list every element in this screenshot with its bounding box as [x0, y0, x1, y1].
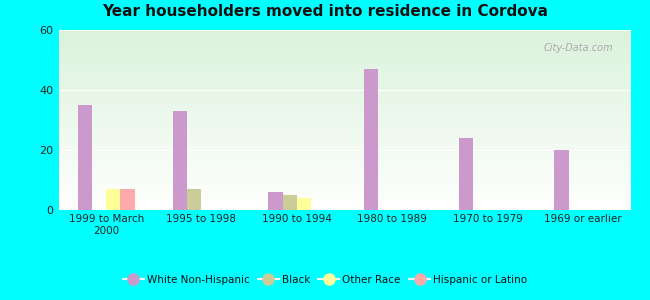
Bar [554, 150, 569, 210]
Bar [77, 105, 92, 210]
Legend: White Non-Hispanic, Black, Other Race, Hispanic or Latino: White Non-Hispanic, Black, Other Race, H… [118, 271, 532, 289]
Bar [297, 198, 311, 210]
Text: City-Data.com: City-Data.com [543, 43, 614, 52]
Bar [187, 189, 202, 210]
Bar [173, 111, 187, 210]
Bar [283, 195, 297, 210]
Bar [459, 138, 473, 210]
Bar [268, 192, 283, 210]
Text: Year householders moved into residence in Cordova: Year householders moved into residence i… [102, 4, 548, 20]
Bar [120, 189, 135, 210]
Bar [363, 69, 378, 210]
Bar [106, 189, 120, 210]
